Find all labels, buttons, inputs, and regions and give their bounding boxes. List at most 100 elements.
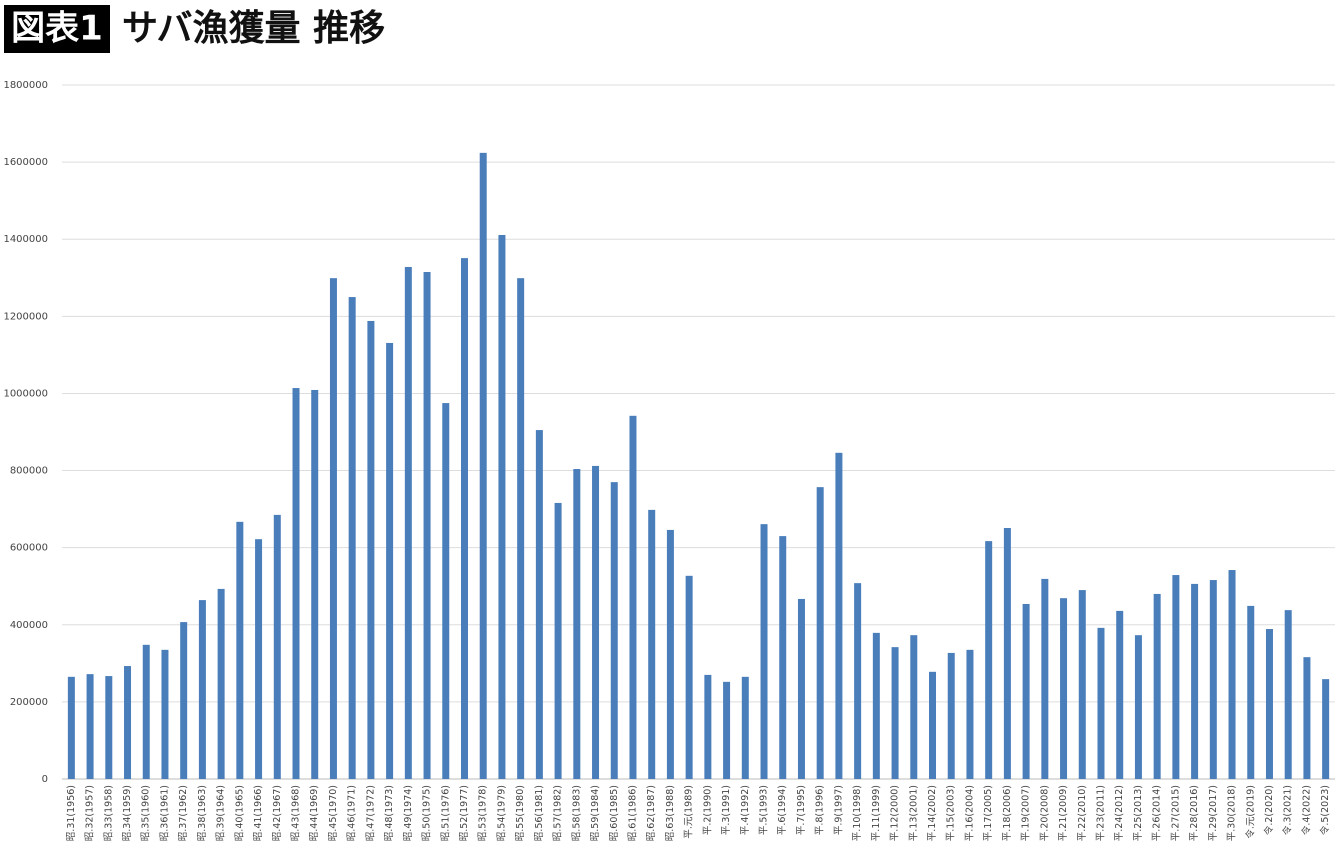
- badge-box: [4, 5, 110, 53]
- x-tick-label: 平.10(1998): [852, 785, 863, 841]
- x-tick-label: 平.14(2002): [927, 785, 938, 841]
- bar: [929, 671, 937, 779]
- bar: [236, 521, 244, 779]
- bar: [1060, 598, 1068, 779]
- bar: [180, 622, 188, 779]
- bar: [610, 482, 618, 779]
- bar: [1134, 635, 1142, 779]
- bar: [423, 271, 431, 779]
- bar: [273, 514, 281, 779]
- bar: [329, 278, 337, 779]
- y-tick-label: 200000: [10, 697, 48, 708]
- bar: [947, 652, 955, 779]
- x-tick-label: 昭.52(1977): [459, 785, 470, 841]
- bar: [629, 415, 637, 779]
- x-tick-label: 平.27(2015): [1170, 785, 1181, 841]
- bar: [1078, 590, 1086, 779]
- bar: [1284, 610, 1292, 779]
- bar: [348, 297, 356, 779]
- bar: [666, 529, 674, 779]
- x-tick-label: 昭.48(1973): [384, 785, 395, 841]
- bar: [910, 635, 918, 779]
- bar: [1003, 528, 1011, 779]
- x-tick-label: 平.30(2018): [1227, 785, 1238, 841]
- x-tick-label: 平.6(1994): [777, 785, 788, 835]
- x-tick-label: 昭.58(1983): [571, 785, 582, 841]
- x-tick-label: 昭.62(1987): [646, 785, 657, 841]
- x-tick-label: 令.5(2023): [1319, 785, 1331, 835]
- bar: [760, 524, 768, 779]
- x-tick-label: 昭.63(1988): [665, 785, 676, 841]
- x-tick-label: 平.12(2000): [890, 785, 901, 841]
- x-tick-label: 昭.32(1957): [85, 785, 96, 841]
- x-tick-label: 昭.33(1958): [103, 785, 114, 841]
- x-tick-label: 昭.47(1972): [365, 785, 376, 841]
- x-tick-label: 平.17(2005): [983, 785, 994, 841]
- x-tick-label: 平.11(1999): [871, 785, 882, 841]
- x-tick-label: 平.28(2016): [1189, 785, 1200, 841]
- x-tick-label: 昭.49(1974): [403, 785, 414, 841]
- x-tick-label: 平.4(1992): [740, 785, 751, 835]
- x-tick-label: 昭.55(1980): [515, 785, 526, 841]
- bar: [1191, 583, 1199, 779]
- bar: [1322, 679, 1330, 779]
- y-tick-label: 1200000: [3, 311, 48, 322]
- x-tick-label: 平.3(1991): [721, 785, 732, 835]
- x-tick-label: 平.5(1993): [759, 785, 770, 835]
- y-tick-label: 600000: [10, 543, 48, 554]
- x-tick-label: 昭.44(1969): [309, 785, 320, 841]
- bar: [535, 430, 543, 779]
- bar: [1097, 627, 1105, 779]
- bar: [517, 278, 525, 779]
- bar: [779, 536, 787, 779]
- bar: [854, 583, 862, 779]
- x-tick-label: 平.26(2014): [1152, 785, 1163, 841]
- x-tick-label: 平.29(2017): [1208, 785, 1219, 841]
- y-tick-label: 1800000: [3, 80, 48, 91]
- x-tick-label: 平.19(2007): [1021, 785, 1032, 841]
- x-tick-label: 平.元(1989): [684, 785, 695, 839]
- x-tick-label: 昭.43(1968): [291, 785, 302, 841]
- bar: [685, 575, 693, 779]
- bar: [1022, 603, 1030, 779]
- bar: [723, 681, 731, 779]
- x-tick-label: 昭.51(1976): [440, 785, 451, 841]
- bar: [161, 649, 169, 779]
- bar: [816, 487, 824, 779]
- x-tick-label: 平.23(2011): [1095, 785, 1106, 841]
- bar: [704, 674, 712, 779]
- x-tick-label: 平.9(1997): [833, 785, 844, 835]
- x-tick-label: 平.7(1995): [796, 785, 807, 835]
- x-tick-label: 平.13(2001): [908, 785, 919, 841]
- x-tick-label: 平.21(2009): [1058, 785, 1069, 841]
- bar: [1172, 575, 1180, 779]
- bar: [198, 600, 206, 779]
- bar: [1041, 578, 1049, 779]
- bar: [1153, 593, 1161, 779]
- x-tick-label: 昭.46(1971): [347, 785, 358, 841]
- x-tick-label: 昭.38(1963): [197, 785, 208, 841]
- bar: [255, 539, 263, 779]
- y-tick-label: 400000: [10, 620, 48, 631]
- bar: [292, 388, 300, 779]
- bar: [985, 541, 993, 779]
- bar: [1247, 605, 1255, 779]
- bar: [1265, 629, 1273, 779]
- bar: [498, 234, 506, 780]
- x-tick-label: 令.元(2019): [1244, 785, 1256, 839]
- x-tick-label: 平.8(1996): [815, 785, 826, 835]
- x-tick-label: 昭.31(1956): [66, 785, 77, 841]
- bar: [479, 152, 487, 779]
- bar: [217, 588, 225, 779]
- x-tick-label: 平.25(2013): [1133, 785, 1144, 841]
- badge: 図表1: [11, 9, 103, 49]
- bar: [891, 647, 899, 779]
- bar: [573, 469, 581, 779]
- bar: [835, 452, 843, 779]
- y-tick-label: 1400000: [3, 234, 48, 245]
- bar: [404, 266, 412, 780]
- y-tick-label: 1000000: [3, 388, 48, 399]
- x-tick-label: 昭.40(1965): [234, 785, 245, 841]
- bar: [797, 598, 805, 779]
- x-tick-label: 昭.39(1964): [216, 785, 227, 841]
